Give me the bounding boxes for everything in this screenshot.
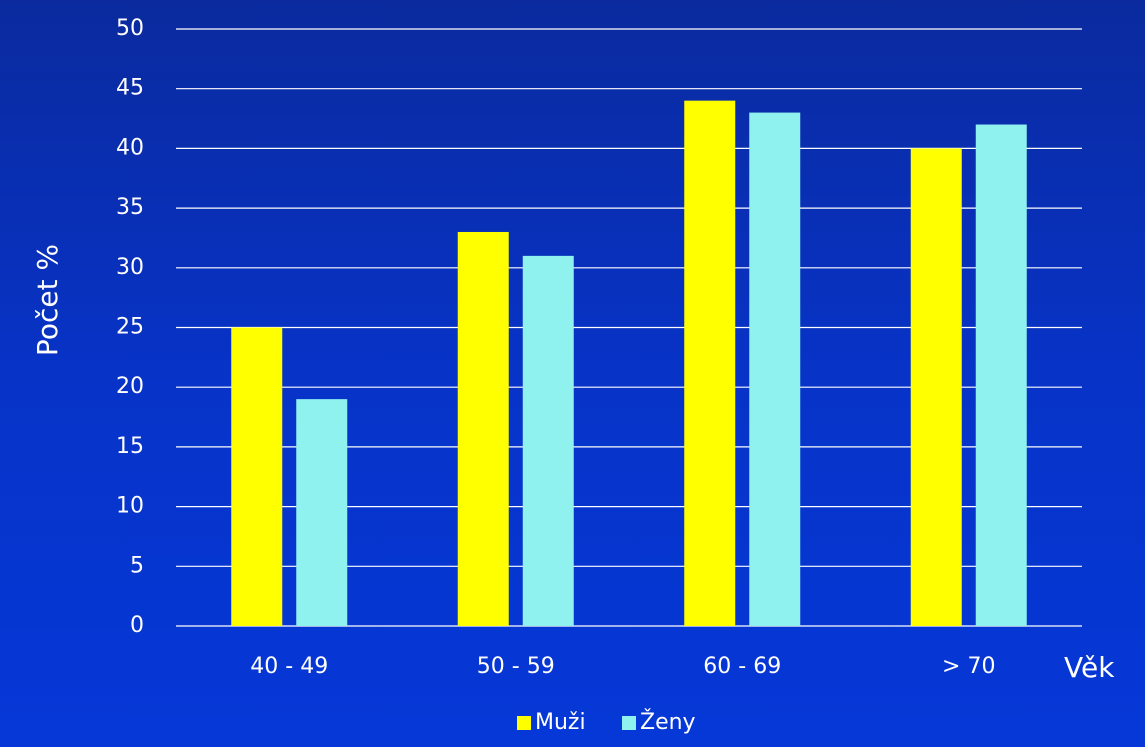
y-tick-label: 40 xyxy=(116,135,144,160)
legend: Muži Ženy xyxy=(517,709,696,735)
bar-ženy-2 xyxy=(749,112,801,626)
y-tick-label: 20 xyxy=(116,374,144,399)
y-tick-label: 10 xyxy=(116,494,144,519)
y-tick-label: 15 xyxy=(116,434,144,459)
x-axis-ticks: 40 - 49 50 - 59 60 - 69 > 70 xyxy=(250,654,995,679)
y-tick-label: 50 xyxy=(116,16,144,41)
y-tick-label: 30 xyxy=(116,255,144,280)
bar-muži-0 xyxy=(231,327,283,626)
bar-muži-3 xyxy=(910,148,962,626)
x-axis-title: Věk xyxy=(1064,651,1115,684)
bar-ženy-1 xyxy=(522,255,574,627)
legend-swatch xyxy=(517,716,531,730)
bar-muži-2 xyxy=(684,100,736,626)
y-tick-label: 35 xyxy=(116,195,144,220)
y-tick-label: 45 xyxy=(116,76,144,101)
x-tick-label: 60 - 69 xyxy=(703,654,781,679)
bar-ženy-3 xyxy=(975,124,1027,627)
x-tick-label: > 70 xyxy=(942,654,995,679)
y-axis-title: Počet % xyxy=(31,244,64,356)
bar-muži-1 xyxy=(457,231,509,627)
legend-label: Ženy xyxy=(640,709,696,735)
x-tick-label: 50 - 59 xyxy=(477,654,555,679)
bars xyxy=(231,100,1027,627)
x-tick-label: 40 - 49 xyxy=(250,654,328,679)
y-tick-label: 0 xyxy=(130,613,144,638)
legend-swatch xyxy=(622,716,636,730)
legend-label: Muži xyxy=(535,710,586,735)
y-tick-label: 5 xyxy=(130,553,144,578)
bar-ženy-0 xyxy=(296,399,348,626)
y-axis-ticks: 0 5 10 15 20 25 30 35 40 45 50 xyxy=(116,16,144,638)
y-tick-label: 25 xyxy=(116,315,144,340)
